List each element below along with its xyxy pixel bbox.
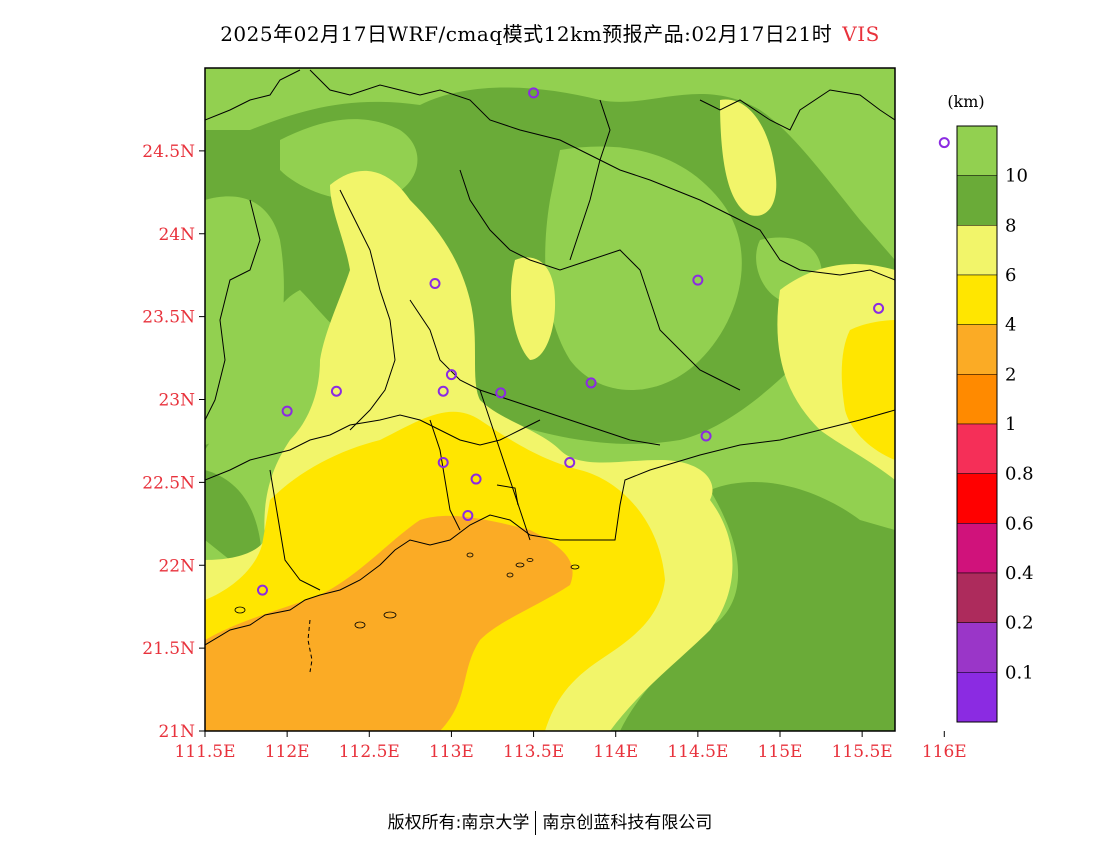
footer-separator	[535, 811, 537, 835]
legend-swatch	[956, 324, 998, 375]
visibility-field	[205, 68, 895, 731]
station-marker	[257, 584, 268, 596]
station-marker	[495, 387, 507, 399]
city-boundary-7	[569, 99, 611, 261]
station-marker	[873, 302, 885, 314]
province-boundary-1	[205, 414, 541, 481]
legend-swatch	[956, 622, 998, 673]
legend-swatch	[956, 225, 998, 276]
legend-level-label: 8	[1005, 215, 1016, 236]
station-marker	[429, 277, 441, 289]
legend-level-label: 6	[1005, 265, 1016, 286]
lon-tick-label: 113E	[429, 742, 474, 762]
lon-tick-label: 114E	[593, 742, 638, 762]
coastline	[205, 409, 895, 646]
vis-region-4-6-east	[841, 320, 895, 460]
lon-tick-label: 114.5E	[667, 742, 728, 762]
vis-region-2-4	[205, 515, 573, 731]
station-marker	[564, 456, 576, 468]
legend-level-label: 4	[1005, 315, 1016, 336]
city-boundary-west	[205, 199, 261, 421]
legend-unit: (km)	[947, 92, 984, 111]
legend-level-label: 2	[1005, 364, 1016, 385]
lon-tick-label: 116E	[922, 742, 967, 762]
longitude-axis: 111.5E 112E 112.5E 113E 113.5E 114E 114.5E 115E…	[174, 731, 967, 762]
legend-swatch	[956, 423, 998, 474]
station-marker	[437, 385, 449, 397]
vis-region-8-10-southeast	[620, 481, 895, 731]
lat-tick-label: 23.5N	[142, 308, 195, 328]
station-marker	[938, 137, 950, 149]
station-marker	[437, 456, 449, 468]
boundaries	[205, 69, 895, 673]
legend-swatch	[956, 473, 998, 524]
station-marker	[585, 377, 597, 389]
lon-tick-label: 113.5E	[503, 742, 564, 762]
vis-region-6-8-north	[720, 99, 777, 216]
legend-swatch	[956, 175, 998, 226]
title-main: 2025年02月17日WRF/cmaq模式12km预报产品:02月17日21时	[220, 22, 833, 46]
city-boundary-2	[459, 169, 741, 391]
islands	[234, 552, 580, 629]
province-boundary-2	[205, 69, 895, 281]
station-marker	[462, 510, 474, 522]
station-marker	[528, 87, 540, 99]
title-variable: VIS	[842, 22, 880, 46]
chart-title: 2025年02月17日WRF/cmaq模式12km预报产品:02月17日21时 V…	[0, 18, 1100, 47]
lon-tick-label: 112.5E	[339, 742, 400, 762]
station-marker	[281, 405, 293, 417]
lat-tick-label: 24.5N	[142, 142, 195, 162]
legend-level-label: 0.8	[1005, 464, 1034, 485]
lat-tick-label: 21N	[158, 722, 195, 742]
vis-region-6-8-center	[510, 257, 556, 360]
station-marker	[692, 274, 704, 286]
city-boundary-1	[339, 189, 396, 431]
latitude-axis: 24.5N 24N 23.5N 23N 22.5N 22N 21.5N 21N	[142, 142, 205, 742]
lat-tick-label: 22.5N	[142, 473, 195, 493]
station-marker	[700, 430, 712, 442]
lat-tick-label: 21.5N	[142, 639, 195, 659]
legend-level-label: 0.6	[1005, 513, 1034, 534]
station-marker	[445, 369, 457, 381]
hk-boundary	[496, 484, 519, 506]
vis-region-above-10-west	[205, 196, 284, 445]
legend-level-label: 0.1	[1005, 662, 1034, 683]
lon-tick-label: 111.5E	[174, 742, 235, 762]
lat-tick-label: 22N	[158, 556, 195, 576]
legend-level-label: 0.2	[1005, 613, 1034, 634]
legend-swatch	[956, 374, 998, 425]
lon-tick-label: 115E	[758, 742, 803, 762]
lon-tick-label: 112E	[265, 742, 310, 762]
footer-right: 南京创蓝科技有限公司	[542, 813, 713, 833]
city-boundary-4	[479, 389, 531, 541]
vis-region-8-10-west	[205, 470, 262, 560]
legend-swatch	[956, 672, 998, 723]
legend-swatch	[956, 125, 998, 176]
legend-swatch	[956, 274, 998, 325]
legend-frame	[956, 125, 998, 723]
legend-colorbar: 10 8 6 4 2 1 0.8 0.6 0.4 0.2 0.1	[956, 125, 1034, 723]
city-boundary-5	[429, 419, 461, 531]
city-boundary-6	[269, 469, 321, 591]
legend-swatch	[956, 572, 998, 623]
footer-left: 版权所有:南京大学	[387, 813, 530, 833]
city-boundary-8	[699, 89, 895, 131]
station-markers	[257, 87, 950, 596]
station-marker	[470, 473, 482, 485]
island-boundary	[307, 619, 313, 673]
legend-level-label: 1	[1005, 414, 1016, 435]
vis-region-above-10-inner2	[545, 146, 742, 390]
lon-tick-label: 115.5E	[832, 742, 893, 762]
legend-swatch	[956, 523, 998, 574]
legend-level-label: 10	[1005, 166, 1028, 187]
copyright-footer: 版权所有:南京大学 南京创蓝科技有限公司	[0, 808, 1100, 835]
legend-level-label: 0.4	[1005, 563, 1034, 584]
lat-tick-label: 24N	[158, 225, 195, 245]
city-boundary-3	[409, 299, 661, 446]
station-marker	[330, 385, 342, 397]
lat-tick-label: 23N	[158, 391, 195, 411]
